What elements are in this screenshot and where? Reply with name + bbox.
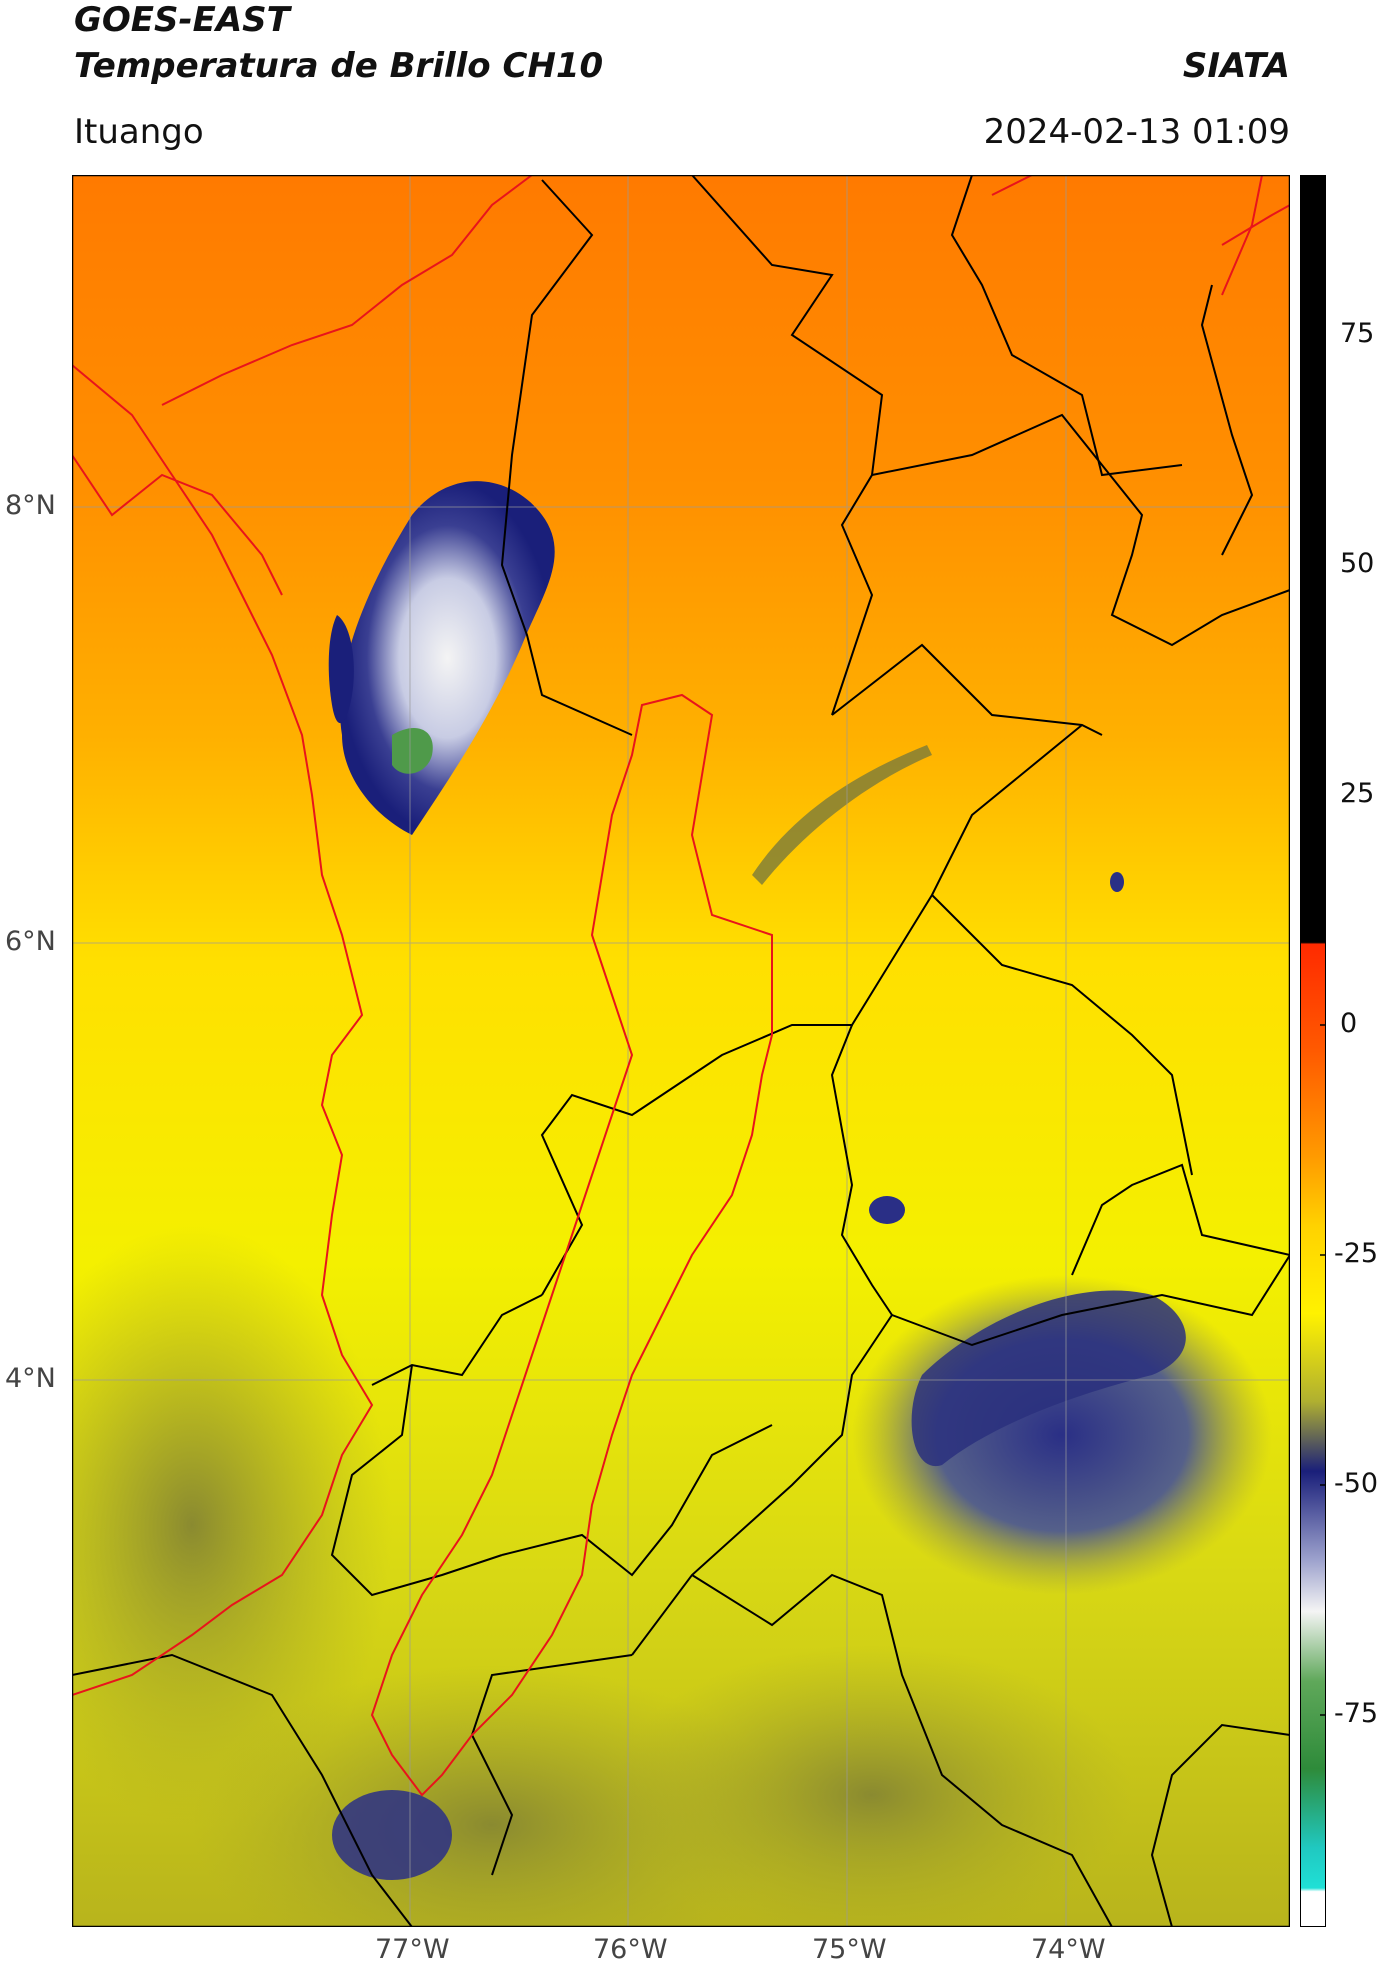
colorbar-tick-neg25: -25	[1334, 1238, 1379, 1269]
cloud-region-southeast	[612, 1645, 1132, 1927]
lon-label-75w: 75°W	[812, 1934, 887, 1965]
storm-band-southeast	[911, 1290, 1186, 1467]
watershed-boundary	[370, 693, 773, 1797]
storm-cell-small-2	[1110, 872, 1124, 892]
country-borders	[72, 175, 1290, 1696]
storm-band-west	[328, 615, 354, 724]
lon-label-76w: 76°W	[593, 1934, 668, 1965]
lon-label-77w: 77°W	[375, 1934, 450, 1965]
colorbar-tick-0: 0	[1340, 1008, 1358, 1039]
cloud-streak-central	[752, 745, 932, 885]
lat-label-8n: 8°N	[5, 490, 56, 521]
lat-label-4n: 4°N	[5, 1363, 56, 1394]
lat-label-6n: 6°N	[5, 926, 56, 957]
storm-cell-small-1	[869, 1196, 905, 1224]
lon-label-74w: 74°W	[1031, 1934, 1106, 1965]
title-line2: Temperatura de Brillo CH10	[74, 46, 604, 86]
cloud-region-southwest	[72, 1225, 392, 1825]
colorbar	[1300, 175, 1326, 1927]
brand-label: SIATA	[1182, 46, 1290, 86]
gridlines	[72, 175, 1290, 1927]
timestamp-label: 2024-02-13 01:09	[983, 112, 1290, 152]
colorbar-tick-neg50: -50	[1334, 1468, 1379, 1499]
colorbar-tick-25: 25	[1340, 778, 1375, 809]
brightness-temperature-map	[72, 175, 1290, 1927]
title-line1: GOES-EAST	[74, 0, 290, 40]
colorbar-tick-75: 75	[1340, 318, 1375, 349]
storm-core-green	[392, 727, 433, 774]
location-label: Ituango	[74, 112, 204, 152]
storm-cell-south	[332, 1790, 452, 1880]
map-frame	[72, 175, 1290, 1927]
department-borders	[72, 175, 1290, 1927]
colorbar-tick-50: 50	[1340, 548, 1375, 579]
colorbar-tick-neg75: -75	[1334, 1698, 1379, 1729]
